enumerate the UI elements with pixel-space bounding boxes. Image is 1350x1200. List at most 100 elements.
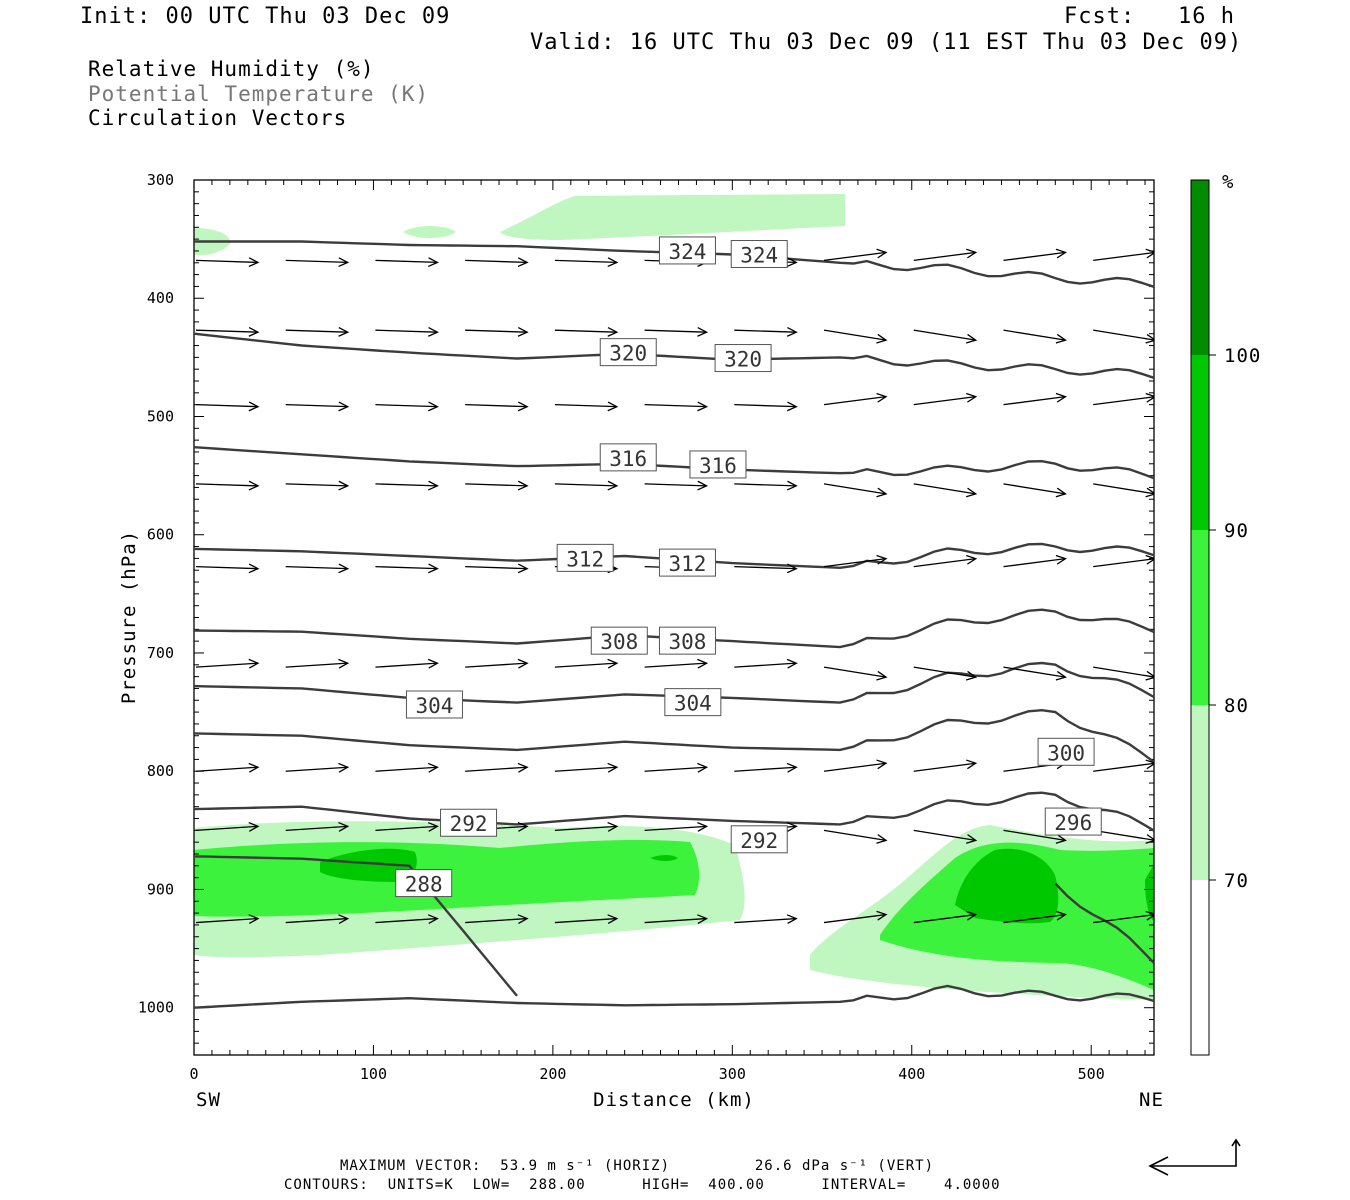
circulation-vector [195,404,259,408]
circulation-vector [1003,329,1066,341]
contour-label-text: 316 [699,454,737,478]
forecast-hour: Fcst: 16 h [1064,4,1235,29]
vector-head [965,333,978,344]
vector-head [338,821,350,832]
vector-head [338,914,350,925]
vector-head [965,834,978,844]
contour-label: 312 [658,548,716,577]
vector-head [786,762,798,773]
vector-head [876,392,888,403]
y-tick-label: 400 [147,289,174,307]
vector-head [786,563,798,574]
vector-head [697,401,709,412]
circulation-vector [554,662,617,668]
variable-vectors: Circulation Vectors [88,106,348,130]
x-tick-label: 100 [360,1065,387,1083]
vector-head [1145,554,1154,565]
vector-head [338,762,350,773]
circulation-vector [195,329,259,333]
vector-head [428,257,439,268]
vector-head [876,910,888,921]
vector-head [607,326,619,337]
contour-label: 304 [664,688,722,717]
vector-head [607,480,619,491]
circulation-vector [285,825,348,831]
x-tick-label: 400 [898,1065,925,1083]
circulation-vector [1003,558,1066,568]
vector-head [248,762,260,773]
circulation-vector [1093,396,1154,406]
vector-head [1145,834,1154,844]
contour-label-text: 292 [740,829,778,853]
x-end-sw: SW [196,1089,221,1111]
vector-head [1055,248,1067,259]
vector-head [517,821,529,832]
circulation-vector [1003,829,1066,841]
circulation-vector [1093,558,1154,568]
rh-band-70-80 [500,194,845,240]
circulation-vector [285,566,348,570]
circulation-vector [285,483,348,487]
circulation-vector [195,259,259,264]
y-tick-label: 600 [147,526,174,544]
x-tick-label: 300 [719,1065,746,1083]
vector-head [607,821,619,832]
contour-label: 308 [590,626,648,655]
circulation-vector [375,566,438,570]
vector-head [248,257,260,268]
circulation-vector [554,825,617,831]
vector-head [428,480,439,491]
vector-head [517,914,529,925]
circulation-vector [1093,829,1154,841]
circulation-vector [465,329,528,333]
circulation-vector [823,251,887,262]
vector-head [338,257,350,268]
x-tick-labels: 0 100 200 300 400 500 [189,1065,1104,1083]
vector-head [786,480,798,491]
circulation-vector [285,662,348,668]
vector-head [1055,834,1067,844]
colorbar-band-90 [1191,355,1209,530]
circulation-vector [1093,666,1154,678]
contour-label-text: 304 [415,694,453,718]
circulation-vector [375,825,438,831]
circulation-vector [823,762,887,772]
vector-head [876,248,888,259]
vector-head [876,759,888,770]
rh-band-90-100 [1145,865,1154,922]
vector-head [517,257,529,268]
isentrope-296 [194,791,1154,832]
circulation-vector [285,404,348,408]
circulation-vector [554,404,617,408]
circulation-vector [465,917,528,924]
vector-head [1145,759,1154,770]
contour-label: 292 [440,808,498,837]
y-axis-title: Pressure (hPa) [118,530,140,704]
vector-head [338,658,350,669]
variable-rh: Relative Humidity (%) [88,57,375,81]
circulation-vector [465,662,528,668]
rh-colorbar: % 100 90 80 70 [1190,171,1260,1056]
circulation-vector [375,483,438,487]
circulation-vector [823,396,887,406]
vector-head [876,834,888,844]
vector-head [517,401,529,412]
contour-label: 320 [599,338,657,367]
vector-head [428,563,439,574]
colorbar-label-80: 80 [1224,695,1249,717]
y-tick-label: 700 [147,644,174,662]
y-tick-label: 300 [147,171,174,189]
vector-head [786,326,798,337]
contour-label-text: 304 [674,692,712,716]
circulation-vector [823,329,887,341]
vector-head [1145,333,1154,344]
circulation-vector [734,483,797,487]
vector-head [1145,670,1154,681]
circulation-vector [554,483,617,487]
contour-label-text: 320 [724,348,762,372]
x-tick-label: 0 [189,1065,198,1083]
vector-head [966,554,978,565]
rh-band-90-100 [650,855,678,861]
vector-head [966,910,978,921]
circulation-vector [644,404,707,408]
